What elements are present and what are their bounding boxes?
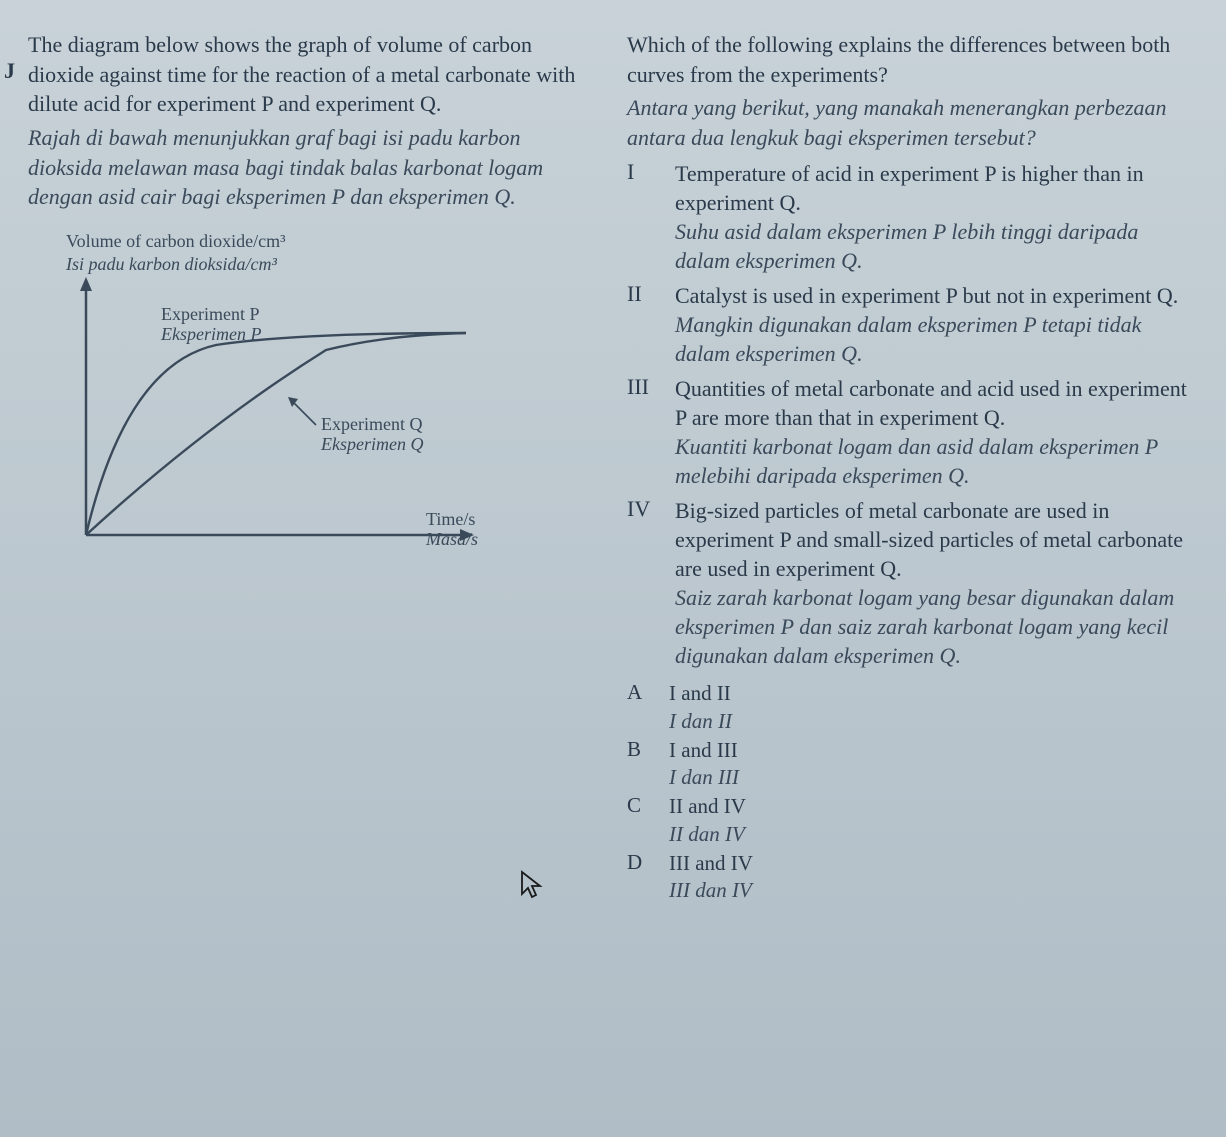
option-num: II: [627, 281, 661, 368]
option-en: Big-sized particles of metal carbonate a…: [675, 496, 1198, 583]
y-axis-label: Volume of carbon dioxide/cm³ Isi padu ka…: [66, 230, 536, 275]
option-ms: Suhu asid dalam eksperimen P lebih tingg…: [675, 217, 1198, 275]
option-num: IV: [627, 496, 661, 670]
x-axis-ms: Masa/s: [425, 529, 478, 549]
option-en: Temperature of acid in experiment P is h…: [675, 159, 1198, 217]
answer-en: I and II: [669, 680, 732, 707]
answer-en: III and IV: [669, 850, 753, 877]
option-IV: IVBig-sized particles of metal carbonate…: [627, 496, 1198, 670]
right-column: Which of the following explains the diff…: [627, 30, 1198, 1107]
option-ms: Kuantiti karbonat logam dan asid dalam e…: [675, 432, 1198, 490]
left-question-ms: Rajah di bawah menunjukkan graf bagi isi…: [28, 123, 599, 212]
left-column: The diagram below shows the graph of vol…: [28, 30, 599, 1107]
curve-p-label-en: Experiment P: [161, 304, 259, 324]
option-III: III Quantities of metal carbonate and aci…: [627, 374, 1198, 490]
answer-choices-list: A I and III dan II B I and IIII dan III C II …: [627, 680, 1198, 904]
answer-en: I and III: [669, 737, 739, 764]
option-ms: Mangkin digunakan dalam eksperimen P tet…: [675, 310, 1198, 368]
y-axis-en: Volume of carbon dioxide/cm³: [66, 231, 286, 251]
answer-B: B I and IIII dan III: [627, 737, 1198, 792]
answer-letter: C: [627, 793, 653, 848]
page: J The diagram below shows the graph of v…: [0, 0, 1226, 1137]
right-question-en: Which of the following explains the diff…: [627, 30, 1198, 89]
axes: [80, 277, 474, 541]
answer-ms: I dan III: [669, 764, 739, 791]
roman-options-list: ITemperature of acid in experiment P is …: [627, 159, 1198, 671]
option-num: I: [627, 159, 661, 275]
answer-ms: I dan II: [669, 708, 732, 735]
option-II: II Catalyst is used in experiment P but n…: [627, 281, 1198, 368]
cursor-icon: [520, 870, 546, 908]
option-en: Catalyst is used in experiment P but not…: [675, 281, 1198, 310]
option-I: ITemperature of acid in experiment P is …: [627, 159, 1198, 275]
left-question-en: The diagram below shows the graph of vol…: [28, 30, 599, 119]
curve-q-label-en: Experiment Q: [321, 414, 422, 434]
right-question-ms: Antara yang berikut, yang manakah menera…: [627, 93, 1198, 152]
option-ms: Saiz zarah karbonat logam yang besar dig…: [675, 583, 1198, 670]
graph-container: Volume of carbon dioxide/cm³ Isi padu ka…: [66, 230, 536, 575]
answer-letter: D: [627, 850, 653, 905]
answer-ms: III dan IV: [669, 877, 753, 904]
answer-D: D III and IVIII dan IV: [627, 850, 1198, 905]
answer-A: A I and III dan II: [627, 680, 1198, 735]
answer-en: II and IV: [669, 793, 746, 820]
x-axis-en: Time/s: [426, 509, 475, 529]
curve-p-label-ms: Eksperimen P: [160, 324, 261, 344]
answer-C: C II and IVII dan IV: [627, 793, 1198, 848]
answer-ms: II dan IV: [669, 821, 746, 848]
answer-letter: B: [627, 737, 653, 792]
y-axis-ms: Isi padu karbon dioksida/cm³: [66, 254, 277, 274]
curve-q-label-ms: Eksperimen Q: [320, 434, 423, 454]
volume-time-graph: Experiment P Eksperimen P Experiment Q E…: [66, 275, 486, 575]
margin-tag: J: [4, 58, 15, 84]
answer-letter: A: [627, 680, 653, 735]
option-en: Quantities of metal carbonate and acid u…: [675, 374, 1198, 432]
option-num: III: [627, 374, 661, 490]
